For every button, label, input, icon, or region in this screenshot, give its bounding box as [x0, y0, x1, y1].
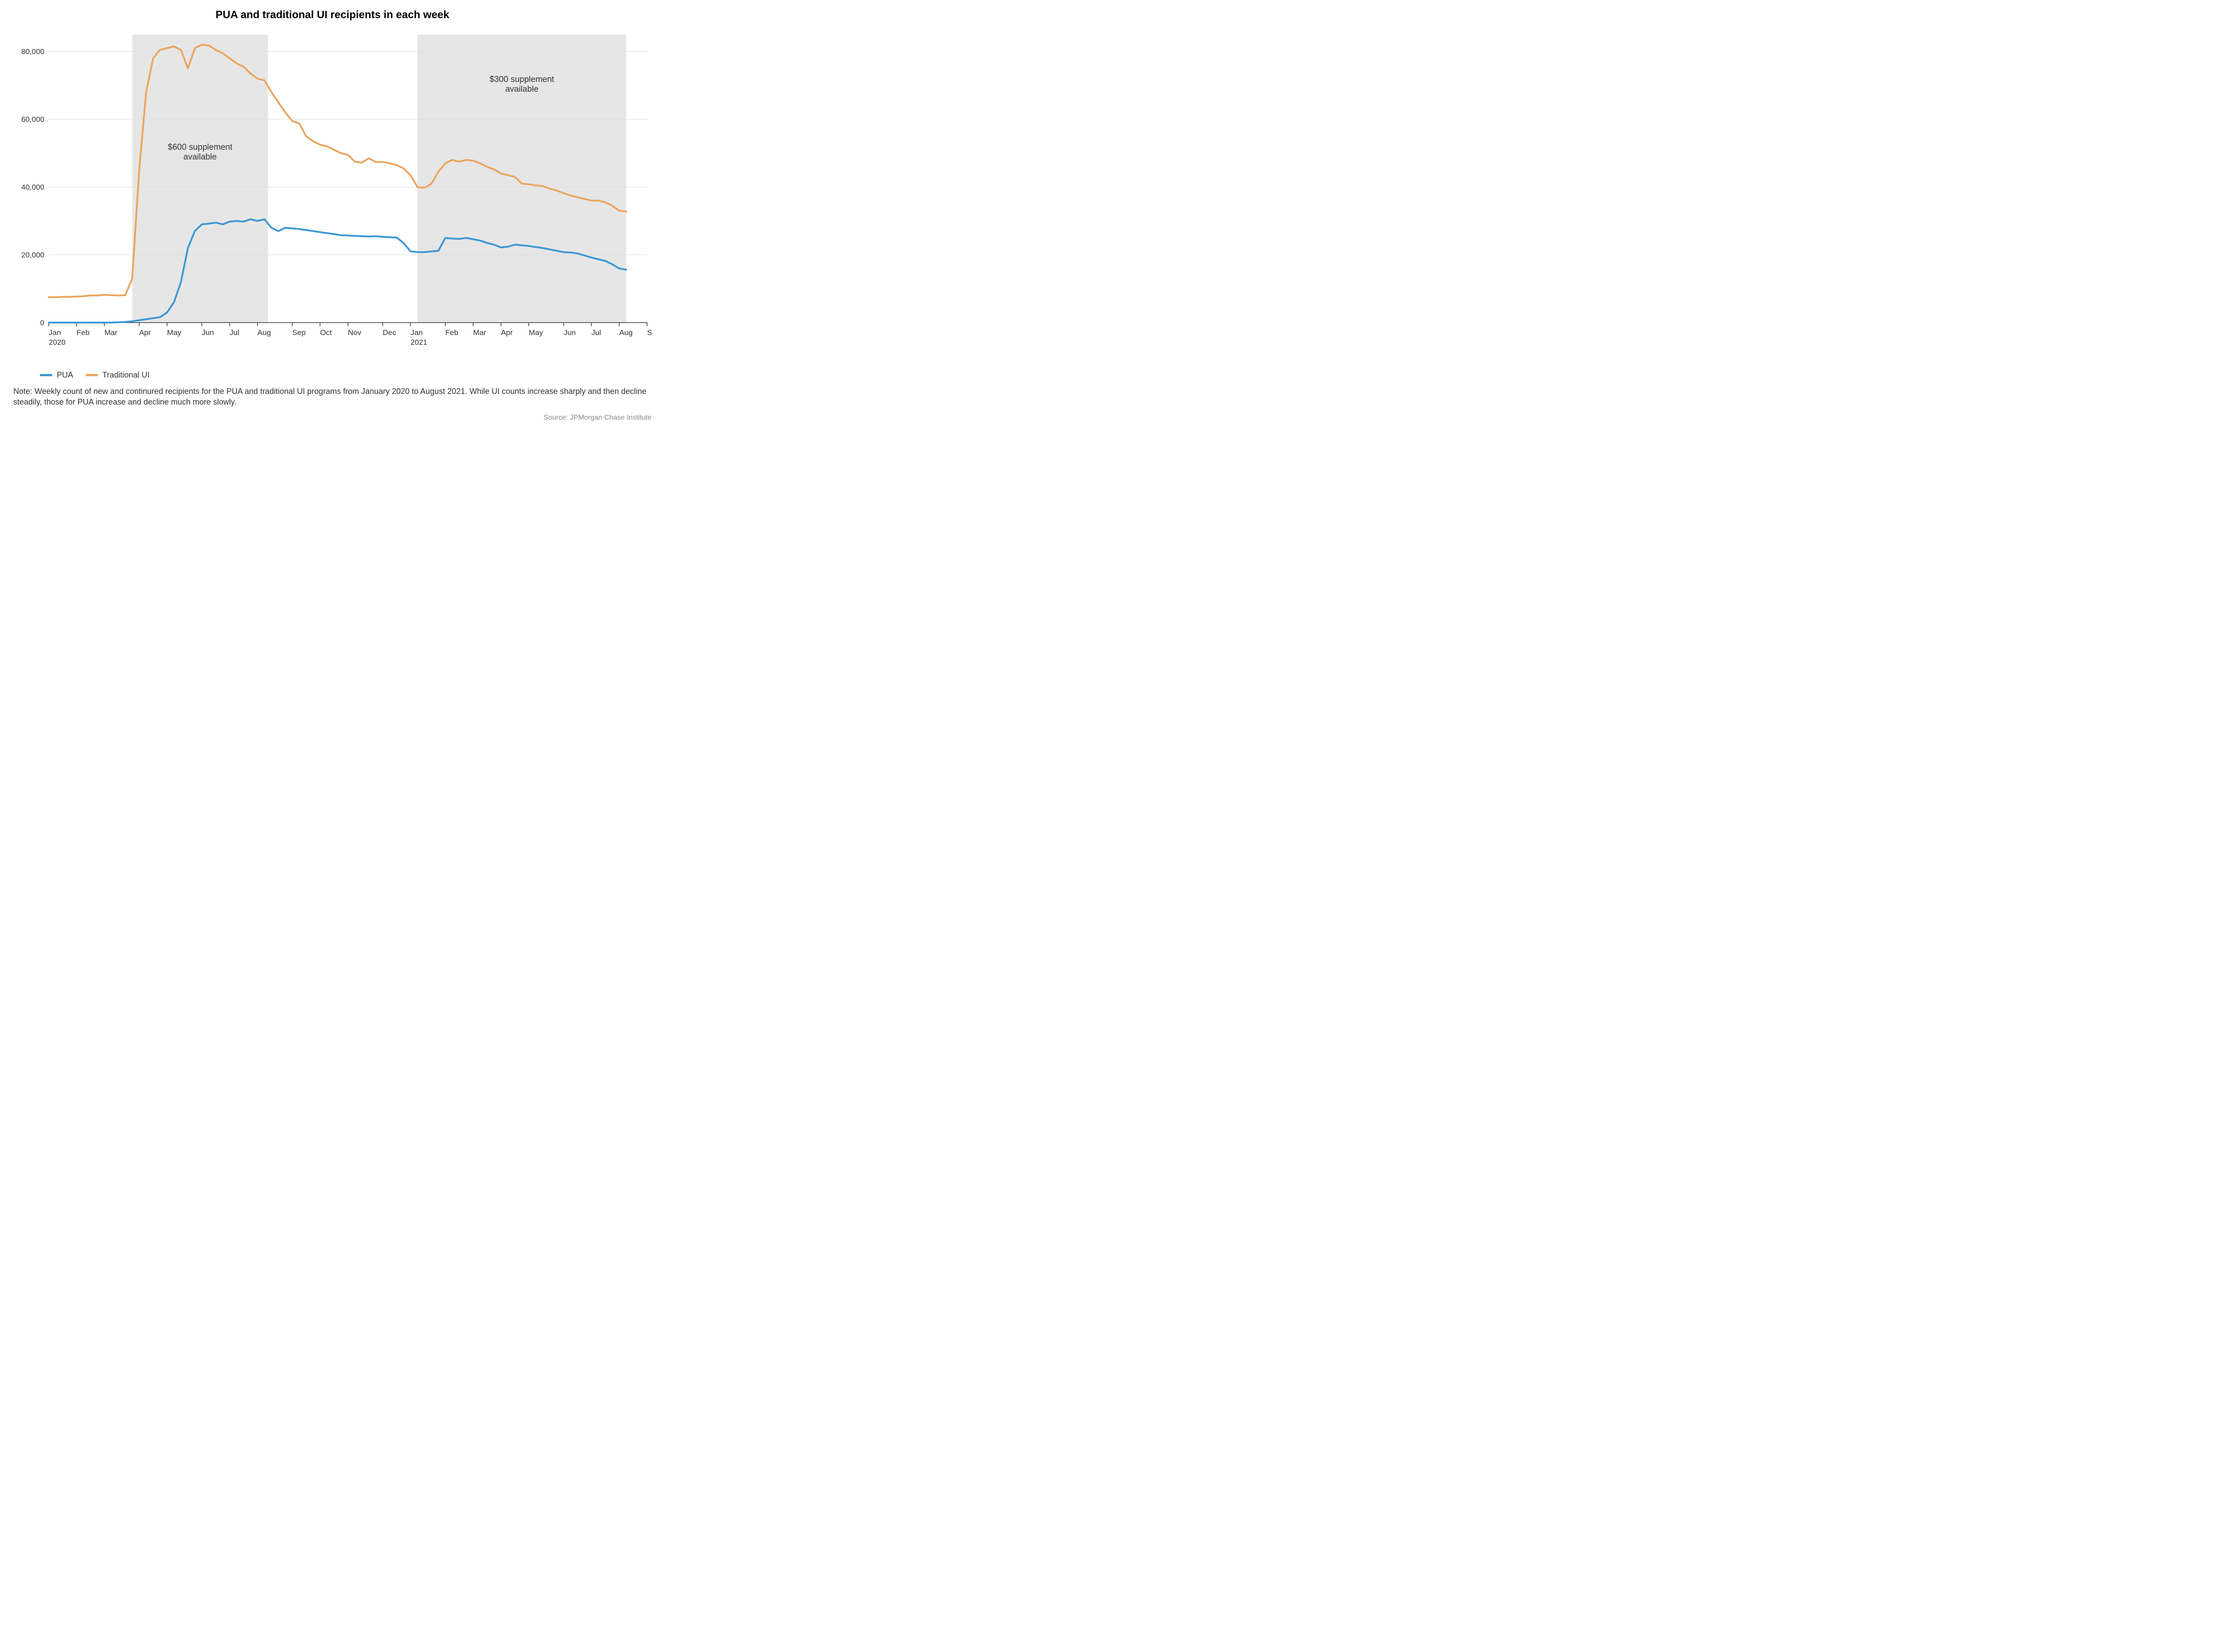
legend-swatch-traditional	[86, 374, 98, 376]
shaded-region-0	[132, 35, 268, 323]
x-tick-label: Feb	[77, 328, 90, 337]
x-tick-label: Mar	[473, 328, 487, 337]
chart-svg: 020,00040,00060,00080,000Jan2020FebMarAp…	[13, 26, 652, 362]
x-tick-label: Feb	[445, 328, 458, 337]
x-tick-label: Jul	[230, 328, 239, 337]
region-label-0-line2: available	[183, 152, 217, 162]
x-tick-label: Jan	[410, 328, 422, 337]
x-tick-sublabel: 2021	[410, 338, 427, 347]
region-label-1: $300 supplement	[490, 75, 554, 84]
x-tick-label: Jun	[564, 328, 576, 337]
x-tick-label: Apr	[501, 328, 513, 337]
x-tick-label: Mar	[105, 328, 118, 337]
y-tick-label: 60,000	[21, 115, 44, 124]
x-tick-label: Sep	[647, 328, 652, 337]
legend-swatch-pua	[40, 374, 52, 376]
x-tick-label: May	[529, 328, 543, 337]
x-tick-label: Aug	[619, 328, 632, 337]
x-tick-label: Apr	[139, 328, 151, 337]
y-tick-label: 80,000	[21, 47, 44, 56]
x-tick-label: Jun	[202, 328, 214, 337]
x-tick-label: Oct	[320, 328, 332, 337]
x-tick-label: Nov	[348, 328, 362, 337]
x-tick-sublabel: 2020	[49, 338, 66, 347]
legend-label-traditional: Traditional UI	[102, 370, 149, 380]
y-tick-label: 40,000	[21, 183, 44, 191]
chart-container: PUA and traditional UI recipients in eac…	[0, 0, 665, 435]
chart-plot: 020,00040,00060,00080,000Jan2020FebMarAp…	[13, 26, 652, 362]
legend-item-pua: PUA	[40, 370, 73, 380]
legend: PUA Traditional UI	[40, 370, 652, 380]
x-tick-label: Jan	[49, 328, 61, 337]
legend-label-pua: PUA	[57, 370, 73, 380]
chart-title: PUA and traditional UI recipients in eac…	[13, 9, 652, 21]
chart-source: Source: JPMorgan Chase Institute	[13, 414, 652, 422]
x-tick-label: Aug	[257, 328, 271, 337]
y-tick-label: 0	[40, 319, 44, 327]
x-tick-label: Jul	[591, 328, 601, 337]
x-tick-label: Sep	[292, 328, 305, 337]
x-tick-label: May	[167, 328, 182, 337]
region-label-0: $600 supplement	[168, 143, 233, 152]
region-label-1-line2: available	[505, 85, 538, 94]
y-tick-label: 20,000	[21, 251, 44, 259]
chart-note: Note: Weekly count of new and continured…	[13, 386, 652, 408]
legend-item-traditional: Traditional UI	[86, 370, 149, 380]
x-tick-label: Dec	[382, 328, 396, 337]
